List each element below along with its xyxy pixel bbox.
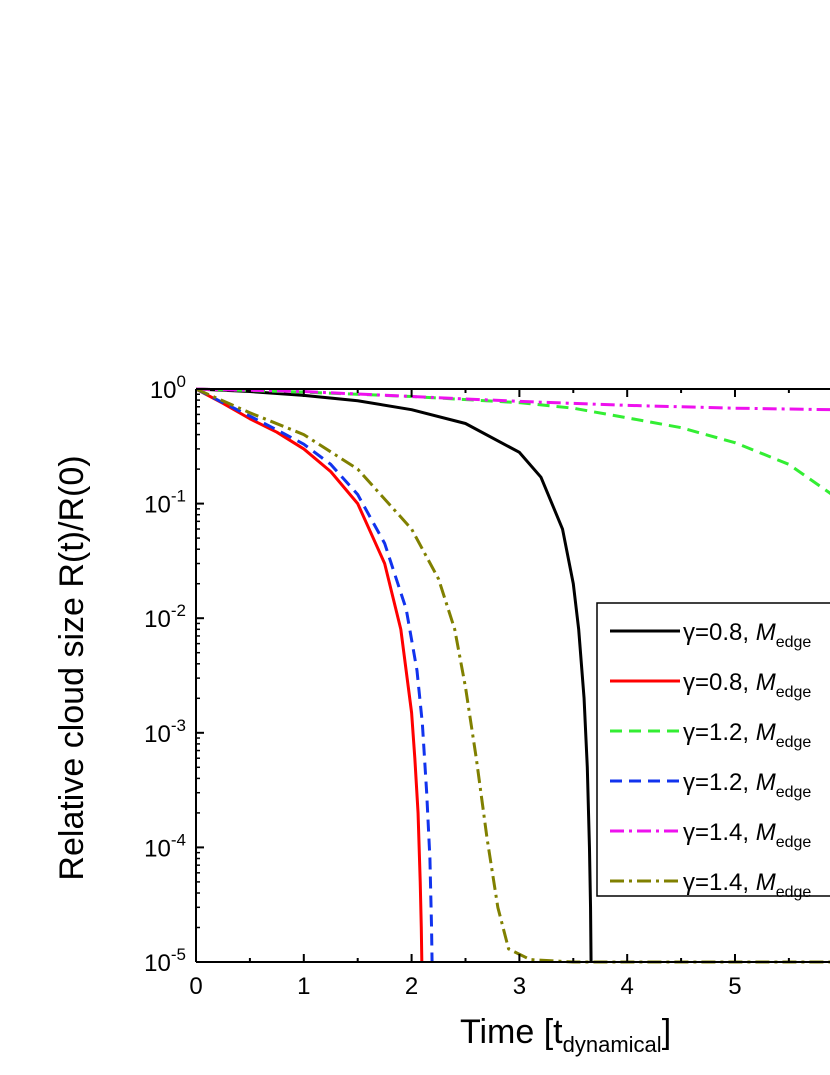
- y-tick-label: 100: [150, 372, 186, 404]
- legend: γ=0.8, Medge γ=0.8, Medge γ=1.2, Medge γ=1.…: [596, 602, 830, 901]
- y-tick-label: 10-1: [144, 487, 186, 519]
- x-tick-label: 2: [405, 973, 418, 1000]
- y-tick-label: 10-3: [144, 716, 186, 748]
- y-axis-title: Relative cloud size R(t)/R(0): [53, 455, 91, 880]
- plot-area: [196, 387, 830, 964]
- series-line-1: [196, 387, 593, 963]
- series-line-2: [196, 387, 424, 963]
- legend-label-4: γ=1.2, Medge: [683, 769, 811, 801]
- y-tick-label: 10-5: [144, 945, 186, 977]
- legend-label-6: γ=1.4, Medge: [683, 869, 811, 901]
- x-tick-label: 5: [728, 973, 741, 1000]
- legend-label-2: γ=0.8, Medge: [683, 669, 811, 701]
- x-tick-label: 1: [297, 973, 310, 1000]
- x-axis-title-main: Time [t: [460, 1013, 563, 1051]
- legend-label-1: γ=0.8, Medge: [683, 619, 811, 651]
- x-axis-title-close: ]: [662, 1013, 671, 1051]
- legend-box: [596, 602, 830, 897]
- series-line-3: [196, 387, 830, 495]
- x-axis-title: Time [tdynamical]: [460, 1013, 671, 1057]
- x-tick-label: 4: [621, 973, 634, 1000]
- legend-label-3: γ=1.2, Medge: [683, 719, 811, 751]
- y-tick-label: 10-2: [144, 601, 186, 633]
- legend-label-5: γ=1.4, Medge: [683, 819, 811, 851]
- x-tick-label: 3: [513, 973, 526, 1000]
- x-axis-title-sub: dynamical: [563, 1032, 662, 1057]
- y-tick-label: 10-4: [144, 830, 186, 862]
- series-line-4: [196, 387, 434, 963]
- x-tick-label: 0: [189, 973, 202, 1000]
- axes: 0 1 2 3 4 5 100 10-1 10-2 10-3 10-4 10-5: [144, 372, 830, 1000]
